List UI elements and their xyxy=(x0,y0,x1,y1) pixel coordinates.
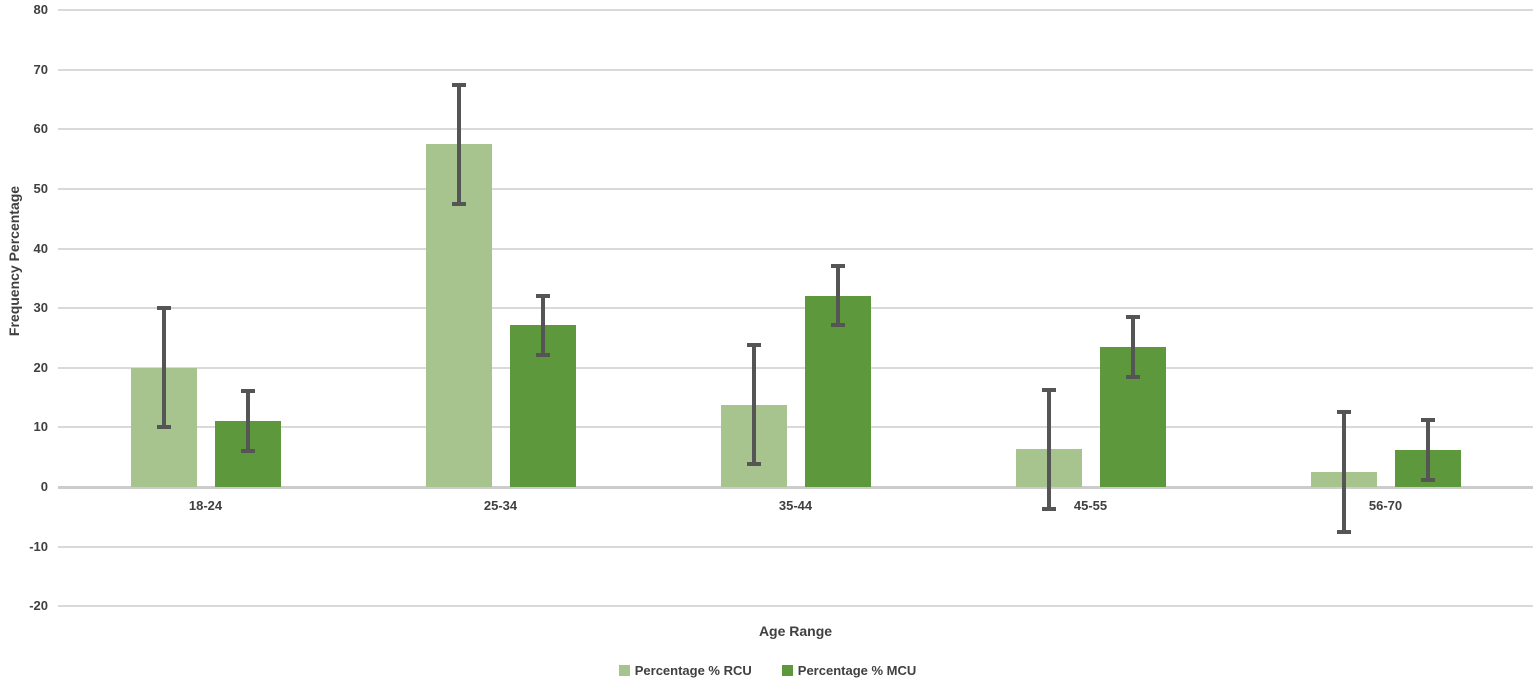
x-axis-title: Age Range xyxy=(758,623,833,639)
error-bar-cap-top xyxy=(1420,418,1435,423)
error-bar-line xyxy=(540,295,545,356)
error-bar-line xyxy=(1130,317,1135,377)
legend-item-mcu: Percentage % MCU xyxy=(781,663,917,678)
y-tick-label: 40 xyxy=(33,240,48,256)
error-bar-cap-top xyxy=(1041,387,1056,392)
legend-swatch-rcu-icon xyxy=(618,665,630,676)
error-bar-cap-top xyxy=(1336,410,1351,415)
gridline xyxy=(58,128,1533,131)
gridline xyxy=(58,9,1533,11)
error-bar-line xyxy=(161,308,166,428)
legend-swatch-mcu-icon xyxy=(781,665,793,676)
error-bar-cap-bottom xyxy=(156,425,171,430)
y-tick-label: 80 xyxy=(33,2,48,17)
x-category-label: 18-24 xyxy=(188,498,223,513)
error-bar-line xyxy=(751,345,756,465)
error-bar-cap-top xyxy=(1125,315,1140,320)
gridline xyxy=(58,247,1533,250)
error-bar-line xyxy=(1341,412,1346,532)
error-bar-cap-bottom xyxy=(830,323,845,328)
gridline xyxy=(58,426,1533,429)
gridline xyxy=(58,605,1533,608)
error-bar-cap-bottom xyxy=(240,448,255,453)
error-bar-cap-bottom xyxy=(1125,374,1140,379)
error-bar-cap-bottom xyxy=(451,201,466,206)
y-tick-label: 10 xyxy=(33,419,48,435)
gridline xyxy=(58,545,1533,548)
error-bar-cap-bottom xyxy=(535,353,550,358)
legend-label-mcu: Percentage % MCU xyxy=(797,663,917,678)
gridline xyxy=(58,366,1533,369)
legend: Percentage % RCU Percentage % MCU xyxy=(0,663,1535,678)
x-category-label: 45-55 xyxy=(1073,498,1108,513)
y-tick-label: 70 xyxy=(33,61,48,77)
y-tick-label: 60 xyxy=(33,121,48,137)
y-tick-label: 20 xyxy=(33,359,48,375)
bar-mcu-35-44 xyxy=(804,295,871,487)
error-bar-cap-bottom xyxy=(1041,507,1056,512)
error-bar-cap-top xyxy=(156,306,171,311)
y-tick-label: -10 xyxy=(29,538,48,554)
error-bar-cap-top xyxy=(535,293,550,298)
error-bar-line xyxy=(456,84,461,204)
y-tick-label: 50 xyxy=(33,180,48,196)
gridline xyxy=(58,307,1533,310)
gridline xyxy=(58,68,1533,71)
error-bar-line xyxy=(835,265,840,326)
error-bar-line xyxy=(1425,420,1430,480)
legend-label-rcu: Percentage % RCU xyxy=(634,663,752,678)
y-tick-label: 30 xyxy=(33,300,48,316)
legend-item-rcu: Percentage % RCU xyxy=(618,663,752,678)
x-axis-zero-line xyxy=(58,485,1533,489)
error-bar-cap-bottom xyxy=(1336,529,1351,534)
error-bar-cap-top xyxy=(830,263,845,268)
error-bar-line xyxy=(1046,389,1051,510)
y-tick-label: -20 xyxy=(29,598,48,614)
y-tick-label: 0 xyxy=(40,479,48,494)
error-bar-line xyxy=(245,391,250,451)
error-bar-cap-bottom xyxy=(746,462,761,467)
x-category-label: 56-70 xyxy=(1368,498,1403,513)
x-category-label: 25-34 xyxy=(483,498,518,513)
x-category-label: 35-44 xyxy=(778,498,813,513)
gridline xyxy=(58,187,1533,190)
error-bar-cap-top xyxy=(746,343,761,348)
error-bar-cap-bottom xyxy=(1420,477,1435,482)
error-bar-cap-top xyxy=(240,389,255,393)
error-bar-cap-top xyxy=(451,82,466,87)
